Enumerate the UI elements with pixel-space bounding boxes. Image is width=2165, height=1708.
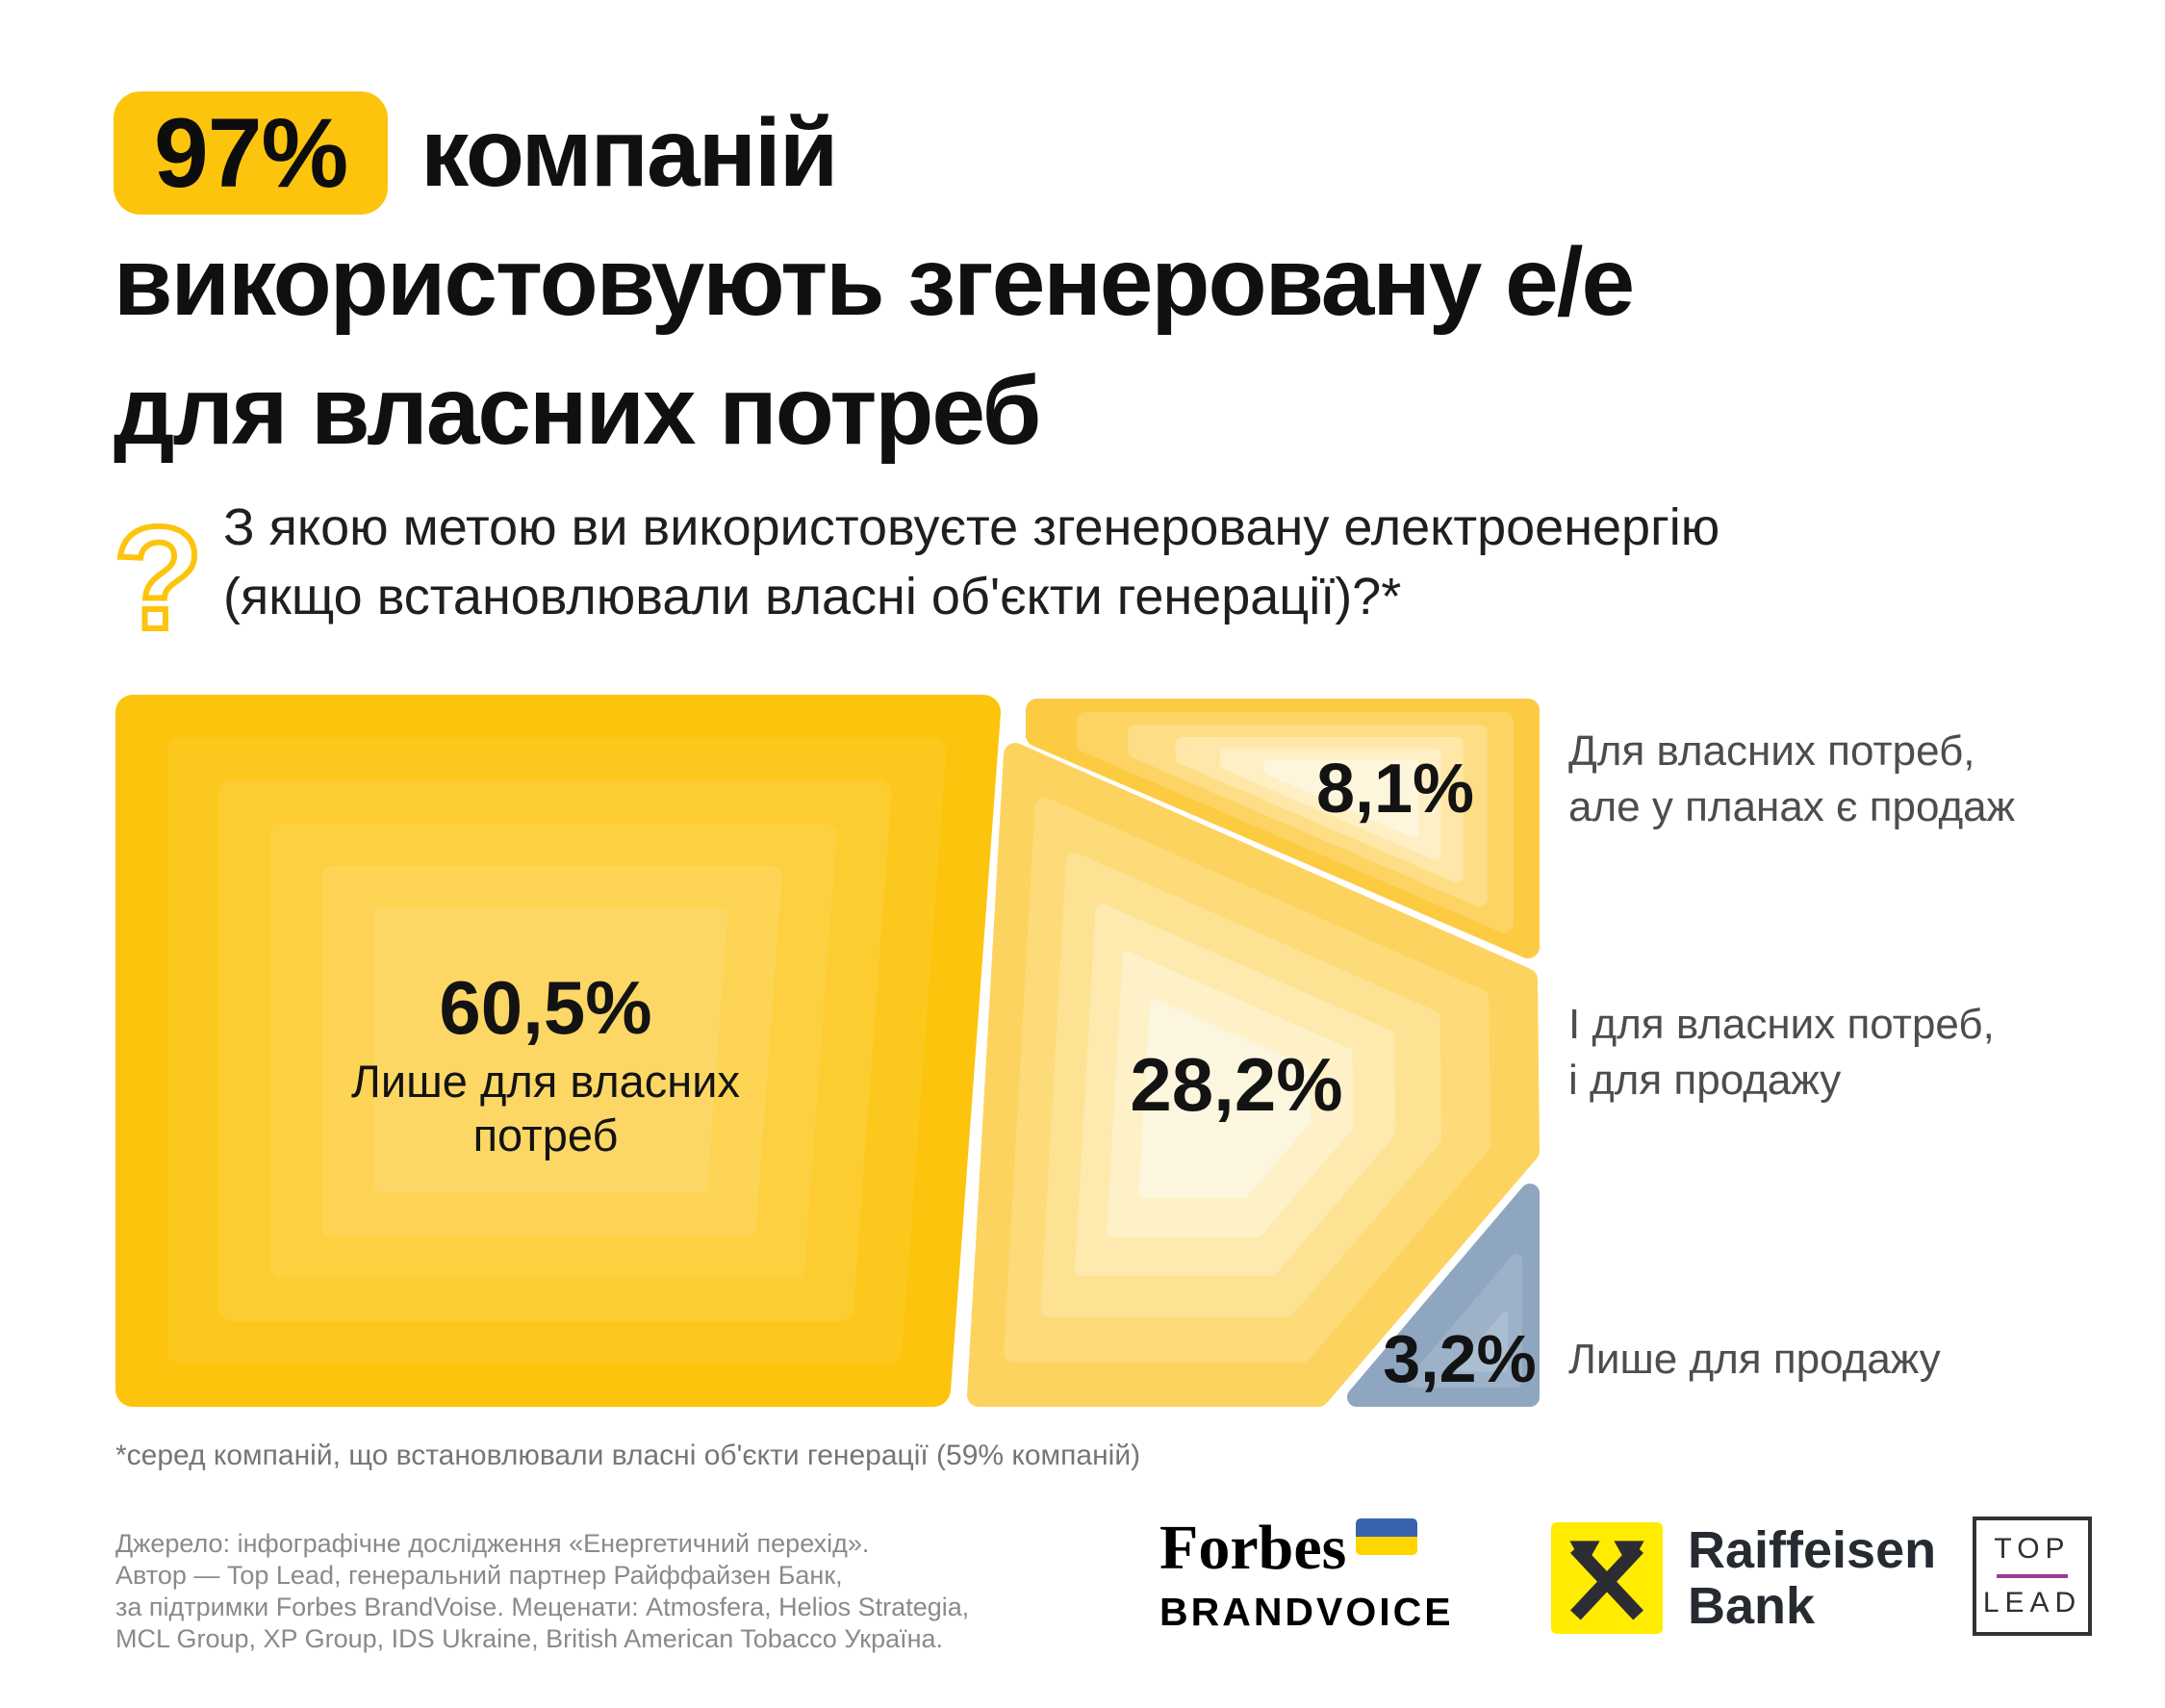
question-text: З якою метою ви використовуєте згенерова… [223, 493, 2038, 631]
toplead-top-label: TOP [1994, 1533, 2071, 1565]
raiffeisen-wordmark: Raiffeisen Bank [1688, 1522, 1936, 1634]
forbes-brandvoice-label: BRANDVOICE [1159, 1590, 1454, 1634]
question-line-1: З якою метою ви використовуєте згенерова… [223, 498, 1720, 556]
segment-own-and-sale: 28,2% [967, 743, 1540, 1407]
legend-item-line: Лише для продажу [1568, 1336, 1941, 1383]
raiffeisen-line-2: Bank [1688, 1577, 1816, 1635]
segment-plan-sale-value: 8,1% [1316, 751, 1474, 828]
raiffeisen-cross-icon [1551, 1522, 1663, 1634]
legend-item-line: і для продажу [1568, 1057, 1842, 1104]
footnote: *серед компаній, що встановлювали власні… [115, 1440, 1141, 1471]
legend-item-line: І для власних потреб, [1568, 1001, 1995, 1048]
question-line-2: (якщо встановлювали власні об'єкти генер… [223, 568, 1402, 625]
legend-item-sale-only: Лише для продажу [1568, 1332, 1941, 1388]
legend-item-line: але у планах є продаж [1568, 783, 2016, 830]
legend-item-own-and-sale: І для власних потреб, і для продажу [1568, 997, 1995, 1109]
segment-sale-only: 3,2% [1347, 1184, 1540, 1407]
title-block: 97% компаній використовують згенеровану … [114, 89, 2096, 475]
source-line-1: Джерело: інфографічне дослідження «Енерг… [115, 1529, 870, 1558]
toplead-logo: TOP LEAD [1973, 1517, 2092, 1636]
question-mark-icon: ? [111, 497, 206, 660]
legend-item-plan-sale: Для власних потреб, але у планах є прода… [1568, 724, 2015, 835]
raiffeisen-logo: Raiffeisen Bank [1551, 1522, 1936, 1634]
title-line-1: 97% компаній [114, 89, 2096, 217]
ukraine-flag-icon [1356, 1518, 1418, 1555]
segment-layer [1138, 999, 1312, 1199]
title-line-2: використовують згенеровану е/е [114, 228, 1635, 336]
segment-sale-only-value: 3,2% [1383, 1321, 1537, 1396]
segment-own-needs-label-2: потреб [473, 1109, 619, 1160]
forbes-logo: Forbes BRANDVOICE [1159, 1517, 1454, 1635]
toplead-divider [1997, 1574, 2068, 1578]
raiffeisen-line-1: Raiffeisen [1688, 1521, 1937, 1579]
question-block: ? З якою метою ви використовуєте згенеро… [111, 493, 2038, 654]
segment-own-needs-label-1: Лише для власних [351, 1056, 740, 1107]
segment-own-needs: 60,5% Лише для власних потреб [115, 695, 1001, 1407]
legend-item-line: Для власних потреб, [1568, 727, 1975, 775]
treemap-chart: 60,5% Лише для власних потреб 8,1% [115, 695, 1540, 1407]
source-line-3: за підтримки Forbes BrandVoise. Меценати… [115, 1593, 970, 1621]
source-text: Джерело: інфографічне дослідження «Енерг… [115, 1528, 969, 1655]
title-line-3: для власних потреб [114, 357, 1041, 465]
segment-layer [373, 908, 728, 1194]
forbes-wordmark: Forbes [1159, 1513, 1347, 1583]
segment-own-needs-plan-sale: 8,1% [1026, 699, 1540, 958]
segment-layer [1263, 759, 1419, 838]
title-line-1-text: компаній [420, 99, 838, 207]
treemap-svg: 60,5% Лише для власних потреб 8,1% [115, 695, 1540, 1407]
stat-badge: 97% [114, 91, 389, 215]
toplead-lead-label: LEAD [1982, 1587, 2082, 1619]
source-line-2: Автор — Top Lead, генеральний партнер Ра… [115, 1561, 843, 1590]
source-line-4: MCL Group, XP Group, IDS Ukraine, Britis… [115, 1624, 944, 1653]
segment-own-and-sale-value: 28,2% [1130, 1042, 1342, 1127]
segment-own-needs-value: 60,5% [439, 965, 651, 1050]
segment-layer [1456, 1311, 1509, 1372]
